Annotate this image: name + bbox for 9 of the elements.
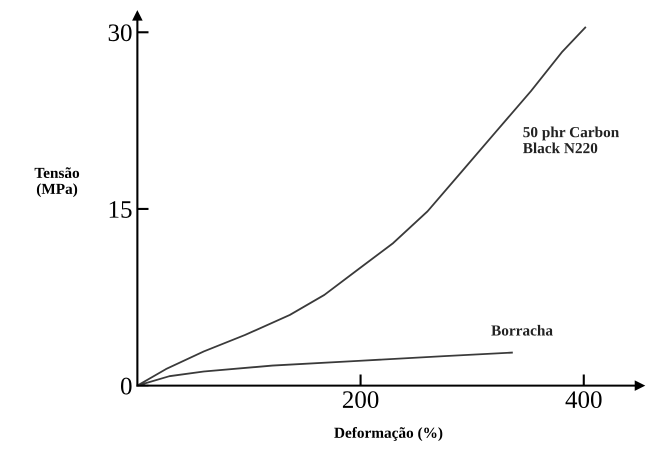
- y-tick-label: 15: [110, 201, 132, 218]
- x-tick-label: 400: [566, 391, 602, 408]
- x-axis-title: Deformação (%): [334, 427, 442, 442]
- y-tick-label: 30: [108, 24, 132, 42]
- series-label: Borracha: [491, 324, 553, 336]
- x-tick-label: 200: [342, 391, 378, 408]
- y-axis-title: Tensão (MPa): [34, 167, 80, 198]
- y-tick-label: 0: [120, 378, 132, 395]
- series-label: 50 phr Carbon Black N220: [522, 126, 620, 154]
